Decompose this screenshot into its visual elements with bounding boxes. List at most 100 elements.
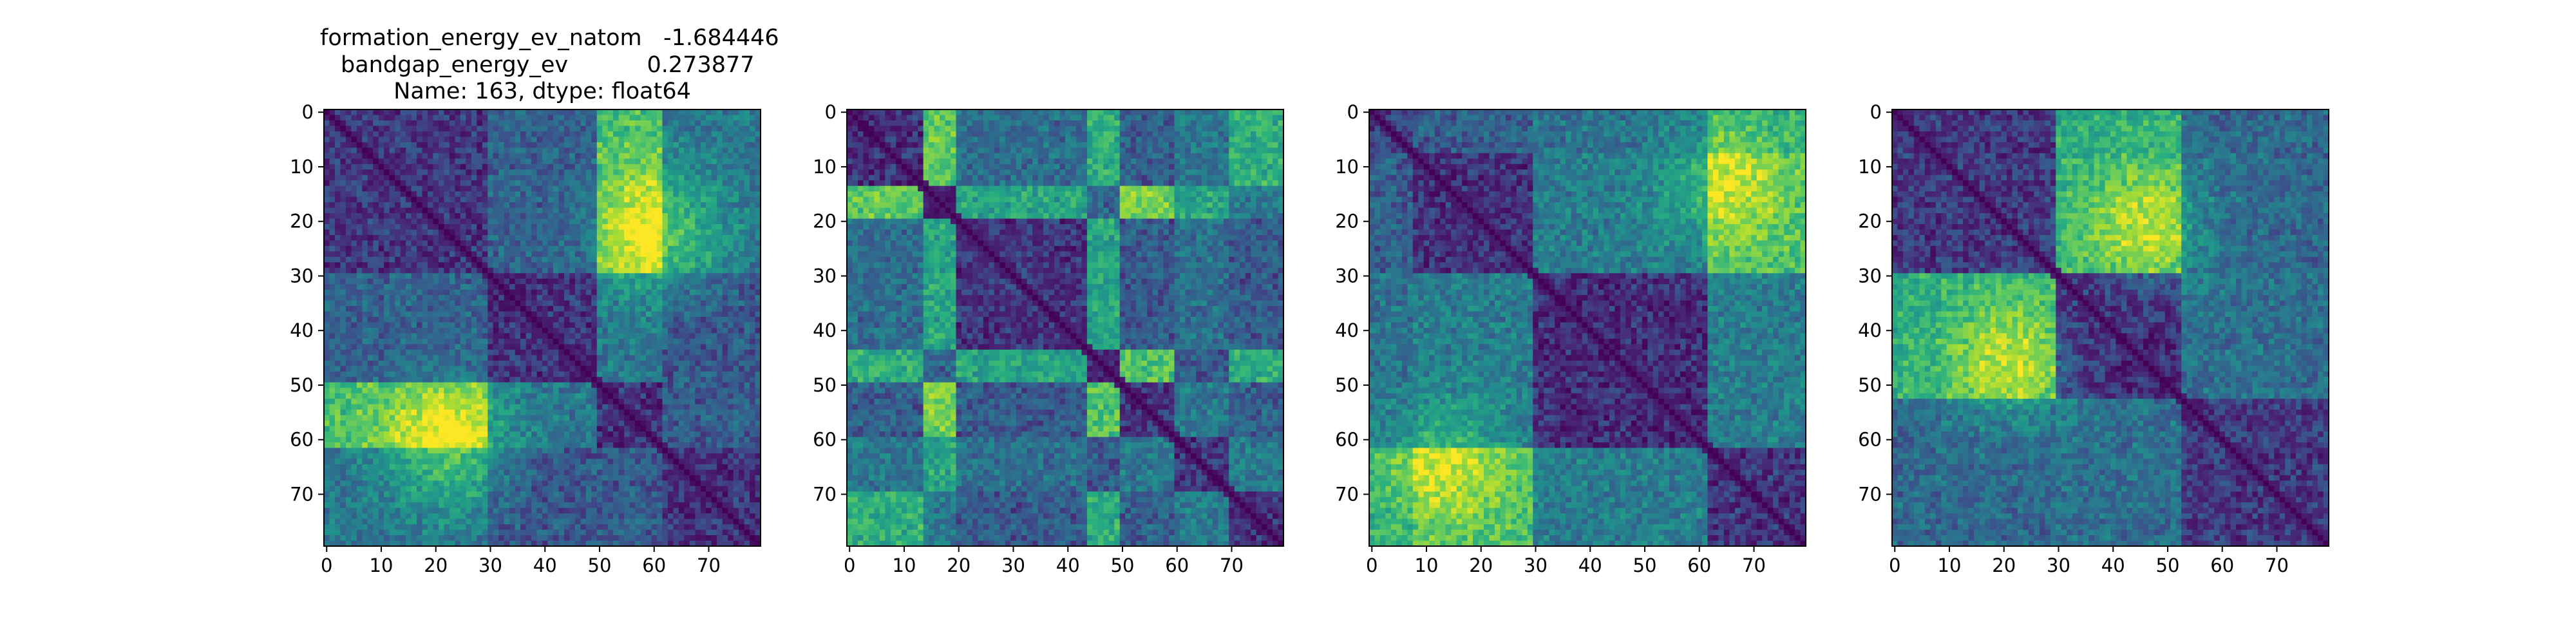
heatmap-cell: [728, 131, 734, 137]
heatmap-cell: [668, 388, 674, 393]
heatmap-cell: [690, 126, 696, 131]
heatmap-cell: [515, 120, 521, 126]
heatmap-cell: [744, 442, 750, 448]
heatmap-cell: [728, 290, 734, 296]
heatmap-cell: [641, 180, 647, 186]
heatmap-cell: [477, 295, 482, 301]
heatmap-cell: [509, 426, 515, 432]
heatmap-cell: [515, 251, 521, 257]
heatmap-cell: [422, 273, 428, 279]
heatmap-cell: [444, 175, 450, 181]
heatmap-cell: [591, 361, 597, 366]
heatmap-cell: [422, 393, 428, 399]
heatmap-cell: [515, 312, 521, 317]
heatmap-cell: [668, 175, 674, 181]
heatmap-cell: [526, 361, 532, 366]
heatmap-cell: [619, 147, 625, 153]
heatmap-cell: [477, 186, 482, 192]
heatmap-cell: [744, 431, 750, 437]
heatmap-cell: [466, 410, 471, 415]
heatmap-cell: [673, 142, 679, 148]
heatmap-cell: [679, 126, 685, 131]
heatmap-cell: [695, 312, 701, 317]
heatmap-cell: [455, 388, 460, 393]
heatmap-cell: [537, 328, 543, 334]
heatmap-cell: [723, 355, 728, 361]
heatmap-cell: [630, 213, 636, 219]
heatmap-cell: [428, 257, 433, 263]
heatmap-cell: [428, 328, 433, 334]
heatmap-cell: [395, 355, 401, 361]
heatmap-cell: [750, 202, 755, 208]
heatmap-cell: [509, 153, 515, 159]
heatmap-cell: [439, 279, 444, 285]
heatmap-cell: [450, 301, 455, 307]
heatmap-cell: [652, 197, 658, 203]
heatmap-cell: [657, 153, 663, 159]
heatmap-cell: [455, 355, 460, 361]
heatmap-cell: [597, 312, 603, 317]
heatmap-cell: [471, 377, 477, 383]
heatmap-cell: [351, 393, 357, 399]
heatmap-cell: [717, 301, 723, 307]
heatmap-cell: [657, 295, 663, 301]
heatmap-cell: [433, 273, 439, 279]
heatmap-cell: [351, 175, 357, 181]
heatmap-cell: [734, 437, 739, 443]
heatmap-cell: [537, 213, 543, 219]
heatmap-cell: [641, 268, 647, 274]
heatmap-cell: [558, 109, 564, 115]
heatmap-cell: [717, 306, 723, 312]
heatmap-cell: [580, 361, 586, 366]
heatmap-cell: [569, 120, 575, 126]
heatmap-cell: [482, 421, 488, 426]
heatmap-cell: [657, 126, 663, 131]
heatmap-cell: [597, 120, 603, 126]
heatmap-cell: [335, 158, 341, 164]
heatmap-cell: [504, 126, 510, 131]
heatmap-cell: [368, 180, 374, 186]
heatmap-cell: [395, 399, 401, 404]
heatmap-cell: [401, 153, 406, 159]
heatmap-cell: [547, 262, 553, 268]
heatmap-cell: [433, 246, 439, 252]
heatmap-cell: [668, 361, 674, 366]
heatmap-cell: [553, 339, 559, 345]
heatmap-cell: [417, 268, 422, 274]
heatmap-cell: [597, 137, 603, 142]
heatmap-cell: [362, 235, 368, 241]
heatmap-cell: [417, 383, 422, 388]
heatmap-cell: [712, 208, 717, 214]
heatmap-cell: [695, 437, 701, 443]
heatmap-cell: [373, 126, 379, 131]
heatmap-cell: [329, 404, 335, 410]
heatmap-cell: [657, 213, 663, 219]
heatmap-cell: [433, 208, 439, 214]
heatmap-cell: [657, 137, 663, 142]
heatmap-cell: [526, 219, 532, 225]
heatmap-cell: [351, 126, 357, 131]
heatmap-cell: [335, 431, 341, 437]
heatmap-cell: [498, 350, 504, 355]
heatmap-cell: [679, 158, 685, 164]
heatmap-cell: [690, 279, 696, 285]
heatmap-cell: [564, 295, 570, 301]
heatmap-cell: [602, 437, 608, 443]
heatmap-cell: [553, 421, 559, 426]
heatmap-cell: [542, 312, 548, 317]
heatmap-cell: [329, 415, 335, 421]
heatmap-cell: [619, 120, 625, 126]
heatmap-cell: [586, 366, 592, 372]
heatmap-cell: [406, 268, 412, 274]
heatmap-cell: [712, 366, 717, 372]
heatmap-cell: [728, 339, 734, 345]
heatmap-cell: [701, 295, 706, 301]
heatmap-cell: [679, 284, 685, 290]
heatmap-cell: [531, 251, 537, 257]
heatmap-cell: [368, 442, 374, 448]
heatmap-cell: [744, 175, 750, 181]
heatmap-cell: [450, 191, 455, 197]
heatmap-cell: [335, 240, 341, 246]
heatmap-cell: [712, 437, 717, 443]
heatmap-cell: [439, 312, 444, 317]
